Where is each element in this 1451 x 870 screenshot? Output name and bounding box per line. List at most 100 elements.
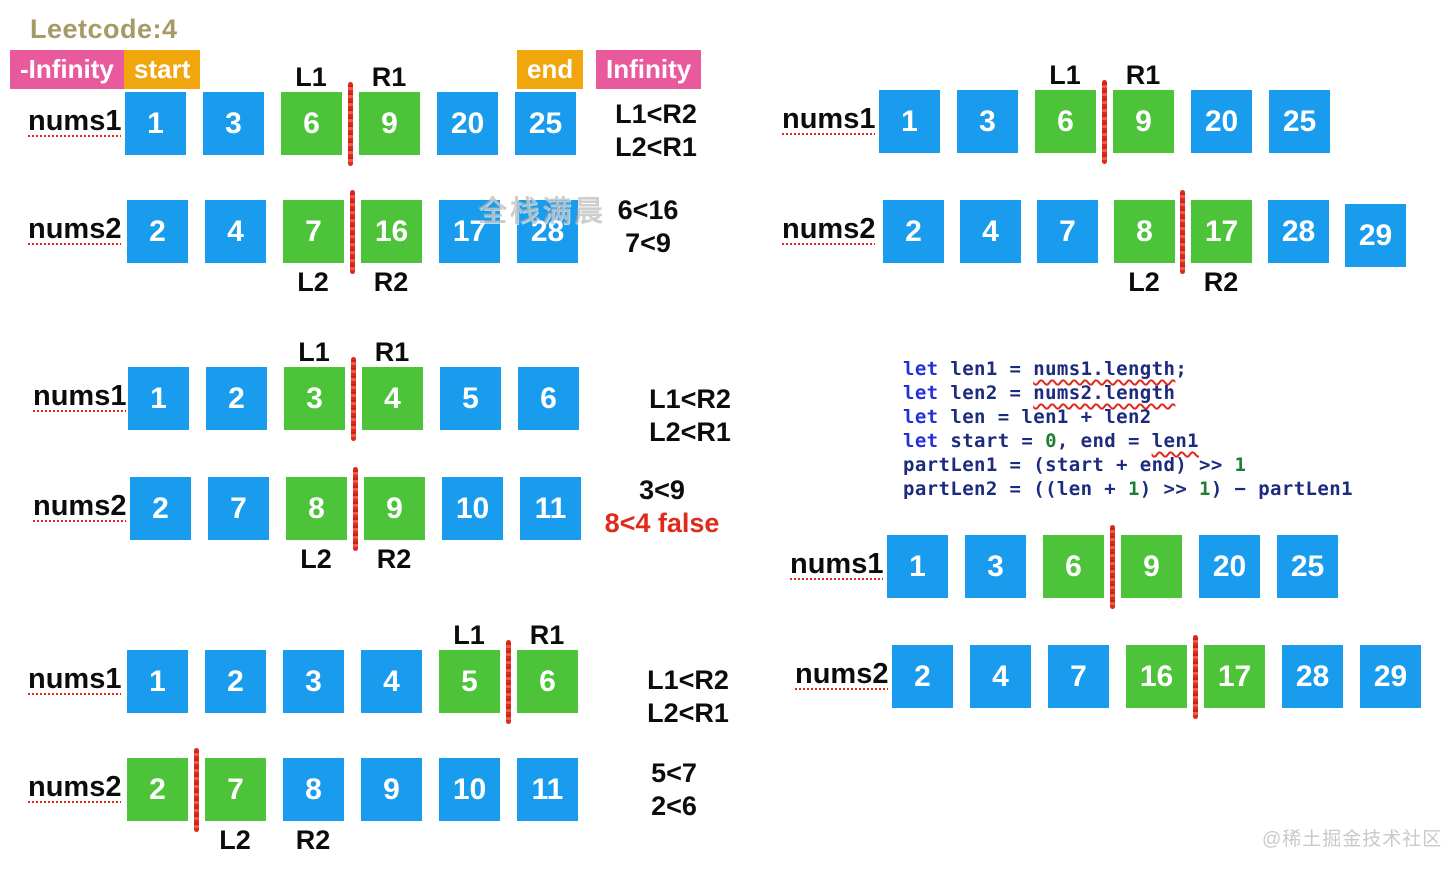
array-cell: 1 [879, 90, 940, 153]
code-block: let len1 = nums1.length; let len2 = nums2… [903, 357, 1353, 501]
condition-line: L1<R2 [647, 665, 729, 695]
partition-label-l1: L1 [295, 62, 327, 92]
condition-text: 3<9 8<4 false [596, 474, 728, 540]
array-cell: 2 [206, 367, 267, 430]
code-token: let [903, 358, 951, 380]
partition-divider [351, 357, 356, 441]
array-cell: 8 [286, 477, 347, 540]
array-cell: 4 [970, 645, 1031, 708]
condition-line: 2<6 [651, 791, 697, 821]
partition-label-l2: L2 [219, 825, 251, 855]
condition-line: L2<R1 [615, 132, 697, 162]
array-cell: 3 [965, 535, 1026, 598]
partition-label-r1: R1 [529, 620, 565, 650]
code-token: let [903, 406, 951, 428]
partition-label-r2: R2 [376, 544, 412, 574]
array-cell: 28 [1282, 645, 1343, 708]
array-cell: 6 [517, 650, 578, 713]
code-line: let len1 = nums1.length; [903, 357, 1353, 381]
array-cell: 10 [442, 477, 503, 540]
partition-label-l1: L1 [453, 620, 485, 650]
code-token: ) − partLen1 [1210, 478, 1353, 500]
watermark-center: 全栈满晨 [478, 196, 607, 228]
code-line: partLen1 = (start + end) >> 1 [903, 453, 1353, 477]
code-token: ; [1175, 358, 1188, 380]
array-cell: 17 [1204, 645, 1265, 708]
code-line: let len2 = nums2.length [903, 381, 1353, 405]
array-cell: 4 [362, 367, 423, 430]
partition-label-l1: L1 [298, 337, 330, 367]
code-token: len1 = [950, 358, 1034, 380]
array-cell: 25 [1269, 90, 1330, 153]
array-cell: 2 [130, 477, 191, 540]
partition-label-r1: R1 [1125, 60, 1161, 90]
array-label-nums1: nums1 [28, 663, 122, 695]
array-cell: 9 [1121, 535, 1182, 598]
array-cell: 1 [128, 367, 189, 430]
condition-line: 8<4 false [604, 508, 720, 538]
array-label-nums1: nums1 [28, 105, 122, 137]
array-cell: 20 [1199, 535, 1260, 598]
array-cell: 11 [520, 477, 581, 540]
array-cell: 7 [208, 477, 269, 540]
condition-line: 6<16 [617, 195, 679, 225]
array-cell: 7 [283, 200, 344, 263]
array-cell: 25 [1277, 535, 1338, 598]
array-cell: 9 [1113, 90, 1174, 153]
array-cell: 3 [203, 92, 264, 155]
partition-divider [353, 467, 358, 551]
array-cell: 6 [1043, 535, 1104, 598]
array-cell: 4 [960, 200, 1021, 263]
array-cell: 20 [437, 92, 498, 155]
partition-divider [194, 748, 199, 832]
tag-end: end [517, 50, 584, 89]
code-token: nums1.length [1033, 358, 1176, 380]
condition-text: L1<R2 L2<R1 [628, 664, 748, 730]
condition-line: L1<R2 [615, 99, 697, 129]
array-cell: 17 [1191, 200, 1252, 263]
array-cell: 6 [281, 92, 342, 155]
code-token: , end = [1056, 430, 1152, 452]
code-token: let [903, 382, 951, 404]
code-token: 0 [1045, 430, 1057, 452]
array-label-nums2: nums2 [33, 490, 127, 522]
array-cell: 1 [887, 535, 948, 598]
condition-line: 7<9 [625, 228, 671, 258]
array-cell: 9 [364, 477, 425, 540]
condition-line: L1<R2 [649, 384, 731, 414]
code-token: start = [950, 430, 1046, 452]
array-cell: 16 [361, 200, 422, 263]
array-cell: 25 [515, 92, 576, 155]
tag-start: start [124, 50, 201, 89]
array-label-nums1: nums1 [790, 548, 884, 580]
code-token: ) >> [1139, 478, 1199, 500]
page-title: Leetcode:4 [30, 14, 178, 44]
condition-line: L2<R1 [649, 417, 731, 447]
code-token: 1 [1199, 478, 1211, 500]
partition-label-l2: L2 [300, 544, 332, 574]
code-token: len1 [1151, 430, 1199, 452]
partition-divider [1193, 635, 1198, 719]
array-cell: 1 [127, 650, 188, 713]
array-label-nums2: nums2 [28, 771, 122, 803]
array-cell: 17 [439, 200, 500, 263]
condition-text: 6<16 7<9 [598, 194, 698, 260]
code-token: len = len1 + len2 [950, 406, 1152, 428]
array-label-nums2: nums2 [28, 213, 122, 245]
array-cell: 10 [439, 758, 500, 821]
array-cell: 5 [440, 367, 501, 430]
array-cell: 1 [125, 92, 186, 155]
code-line: let start = 0, end = len1 [903, 429, 1353, 453]
array-label-nums1: nums1 [782, 103, 876, 135]
code-token: len2 = [950, 382, 1034, 404]
array-cell: 29 [1360, 645, 1421, 708]
array-cell: 2 [127, 758, 188, 821]
code-token: partLen2 = ((len + [903, 478, 1128, 500]
array-cell: 8 [1114, 200, 1175, 263]
tag-infinity: Infinity [596, 50, 702, 89]
array-cell: 7 [1037, 200, 1098, 263]
condition-line: 3<9 [639, 475, 685, 505]
condition-line: L2<R1 [647, 698, 729, 728]
array-cell: 4 [361, 650, 422, 713]
partition-label-r1: R1 [374, 337, 410, 367]
